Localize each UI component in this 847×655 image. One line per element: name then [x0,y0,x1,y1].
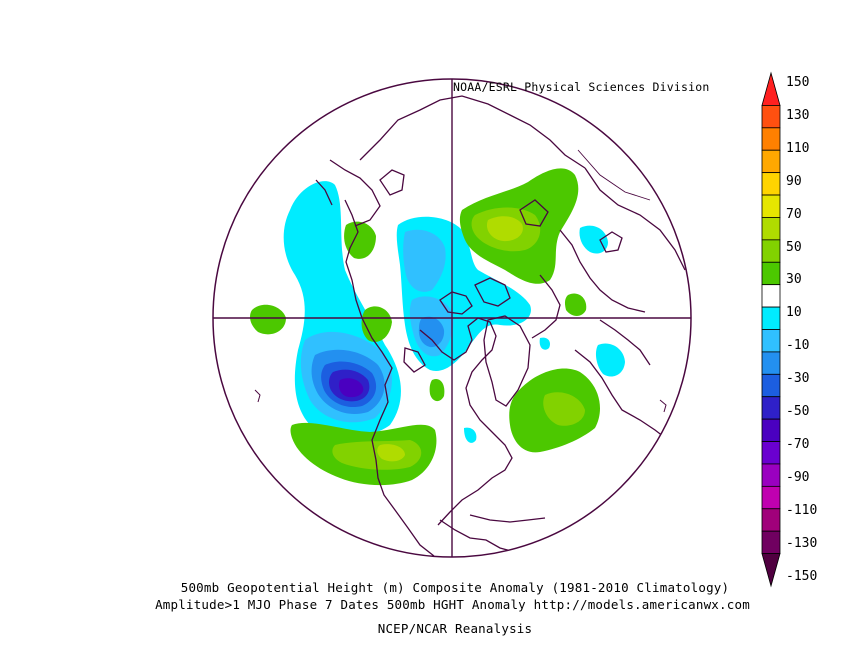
colorbar-swatch [761,329,781,353]
colorbar-swatch [761,530,781,554]
colorbar-tick-label: -50 [786,404,810,419]
colorbar-tick-label: 10 [786,305,802,320]
colorbar-swatch [761,105,781,129]
colorbar-tick-label: -110 [786,503,818,518]
colorbar-tick-label: 50 [786,240,802,255]
colorbar-swatch [761,127,781,151]
colorbar [761,71,781,588]
caption-subtitle: Amplitude>1 MJO Phase 7 Dates 500mb HGHT… [155,597,750,612]
colorbar-tick-label: 130 [786,108,810,123]
caption-source: NCEP/NCAR Reanalysis [377,621,533,636]
colorbar-swatch [761,284,781,308]
colorbar-tick-label: 70 [786,207,802,222]
colorbar-swatch [761,71,781,106]
colorbar-swatch [761,441,781,465]
colorbar-swatch [761,194,781,218]
colorbar-tick-label: -10 [786,338,810,353]
colorbar-swatch [761,239,781,263]
anomaly-field [250,168,625,486]
colorbar-swatch [761,508,781,532]
colorbar-tick-label: 90 [786,174,802,189]
colorbar-swatch [761,306,781,330]
colorbar-tick-label: -150 [786,569,818,584]
colorbar-swatch [761,485,781,510]
colorbar-tick-label: 30 [786,272,802,287]
colorbar-swatch [761,553,781,588]
colorbar-tick-label: 110 [786,141,810,156]
colorbar-swatch [761,217,781,241]
colorbar-swatch [761,261,781,286]
colorbar-swatch [761,418,781,442]
colorbar-swatch [761,373,781,398]
caption-title: 500mb Geopotential Height (m) Composite … [180,580,730,595]
colorbar-swatch [761,172,781,196]
credit-label: NOAA/ESRL Physical Sciences Division [453,80,710,94]
colorbar-swatch [761,396,781,420]
colorbar-swatch [761,351,781,375]
hemisphere-outline [212,78,692,558]
colorbar-tick-label: -130 [786,536,818,551]
colorbar-swatch [761,463,781,487]
colorbar-tick-label: 150 [786,75,810,90]
colorbar-swatch [761,149,781,174]
colorbar-tick-label: -90 [786,470,810,485]
colorbar-tick-label: -70 [786,437,810,452]
colorbar-tick-label: -30 [786,371,810,386]
